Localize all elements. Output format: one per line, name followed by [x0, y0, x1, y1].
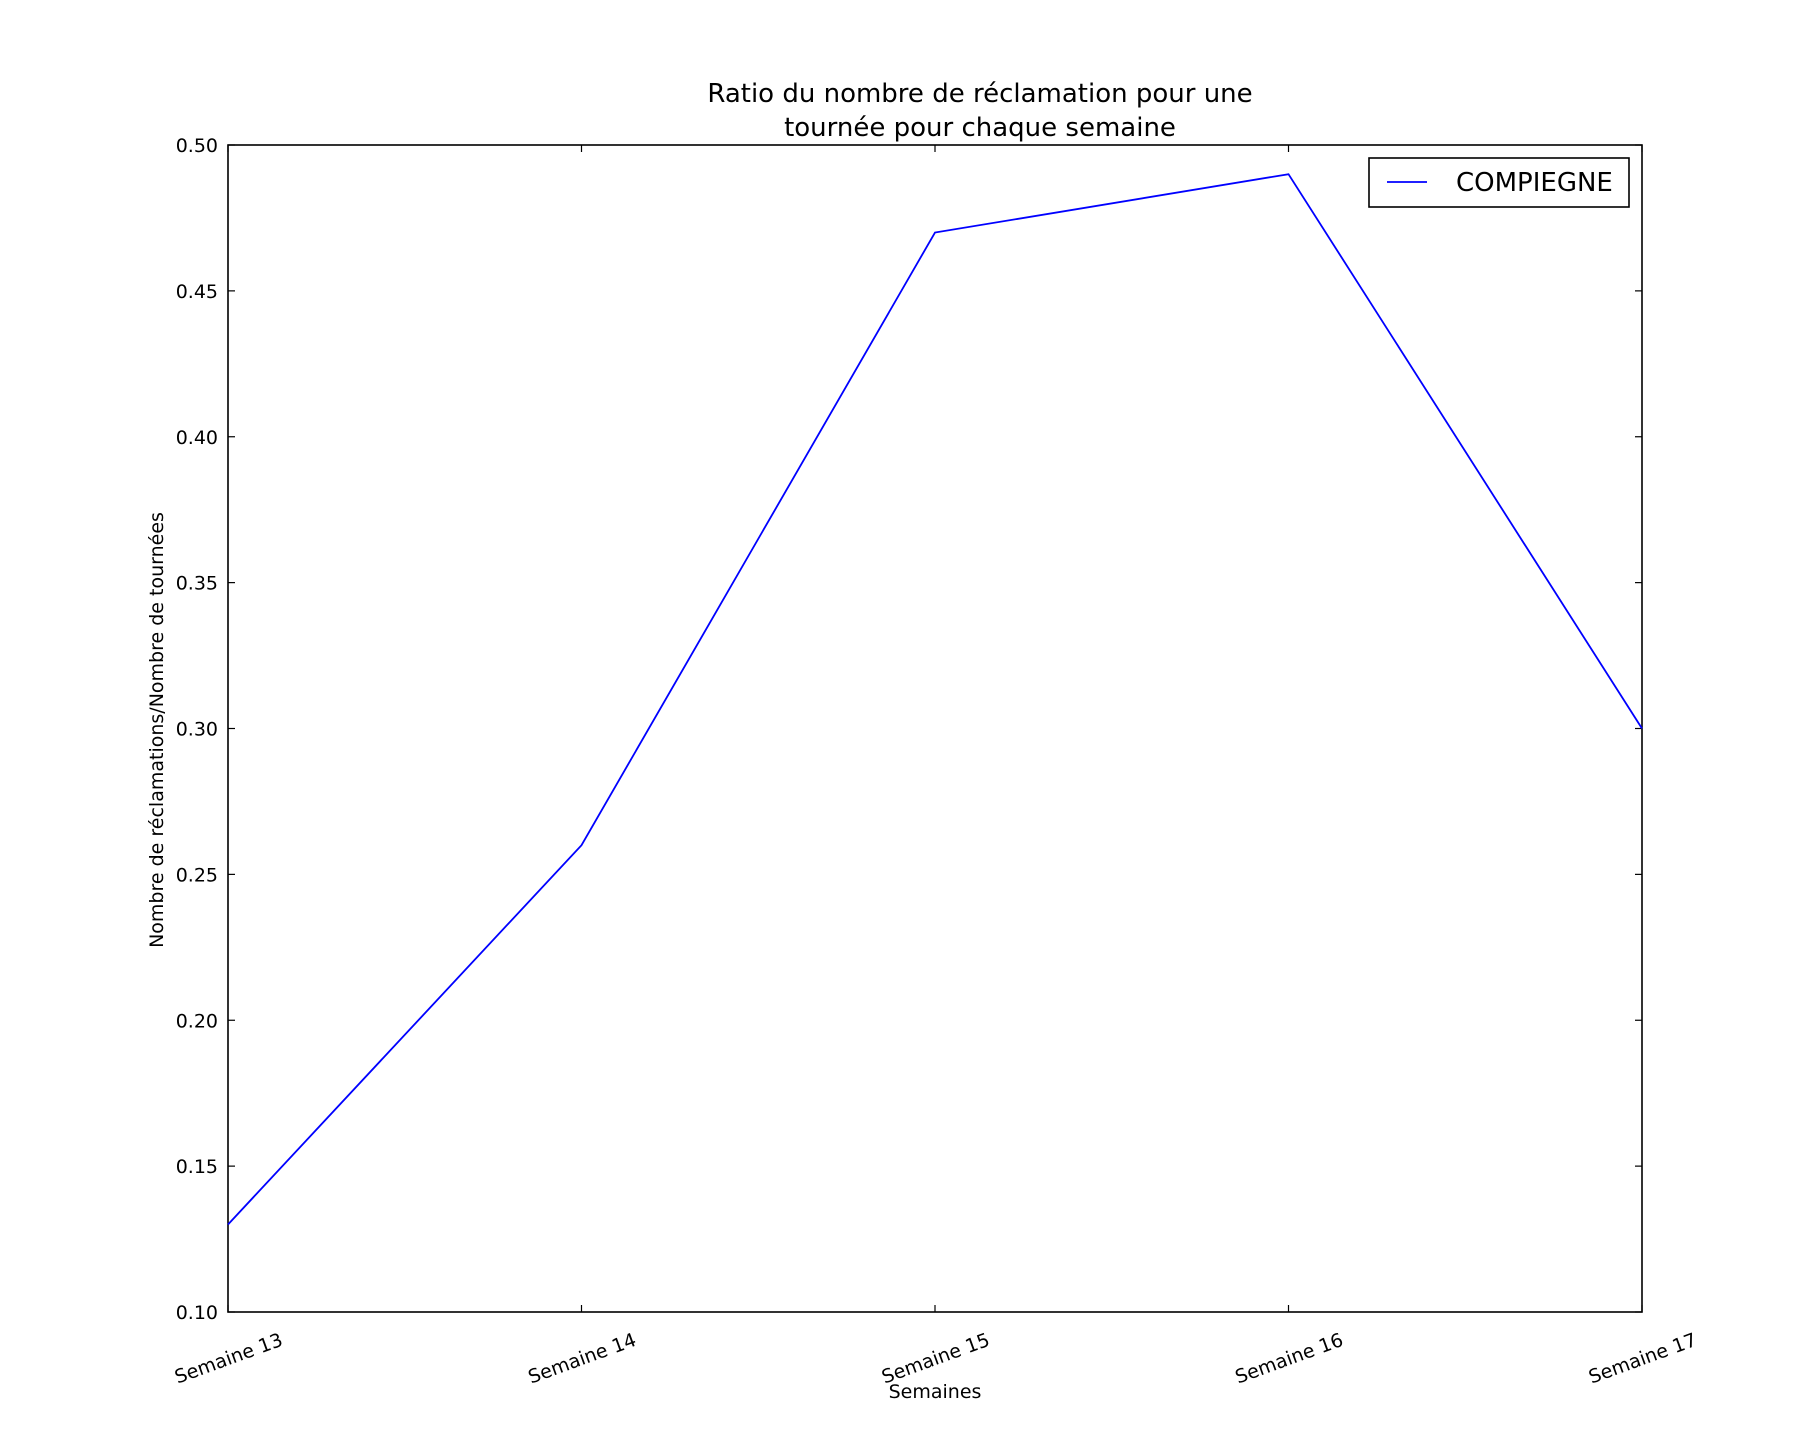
y-tick-label: 0.15	[176, 1156, 218, 1178]
y-tick-label: 0.45	[176, 281, 218, 303]
y-tick-label: 0.50	[176, 135, 218, 157]
series-layer	[227, 173, 1643, 1226]
x-tick-label: Semaine 14	[525, 1329, 639, 1388]
series-line-compiegne	[227, 173, 1643, 1226]
y-tick-label: 0.10	[176, 1302, 218, 1324]
y-tick-label: 0.25	[176, 864, 218, 886]
y-tick-label: 0.30	[176, 719, 218, 741]
y-tick-label: 0.20	[176, 1010, 218, 1032]
chart-title: Ratio du nombre de réclamation pour une	[707, 79, 1252, 109]
x-tick-label: Semaine 16	[1232, 1329, 1346, 1388]
y-axis-label: Nombre de réclamations/Nombre de tournée…	[146, 512, 168, 948]
x-tick-label: Semaine 13	[172, 1329, 286, 1388]
legend-label-compiegne: COMPIEGNE	[1456, 168, 1613, 198]
x-tick-label: Semaine 15	[879, 1329, 993, 1388]
chart-title-line-2: tournée pour chaque semaine	[784, 113, 1176, 143]
x-axis-label: Semaines	[889, 1381, 982, 1403]
y-tick-label: 0.40	[176, 427, 218, 449]
x-axis-ticks: Semaine 13 Semaine 14 Semaine 15 Semaine 16…	[172, 145, 1700, 1388]
legend: COMPIEGNE	[1368, 157, 1630, 208]
plot-area-frame	[227, 144, 1643, 1313]
y-axis-ticks: 0.10 0.15 0.20 0.25 0.30 0.35 0.40 0.45 0.50	[176, 135, 1642, 1324]
y-tick-label: 0.35	[176, 573, 218, 595]
x-tick-label: Semaine 17	[1586, 1329, 1700, 1388]
